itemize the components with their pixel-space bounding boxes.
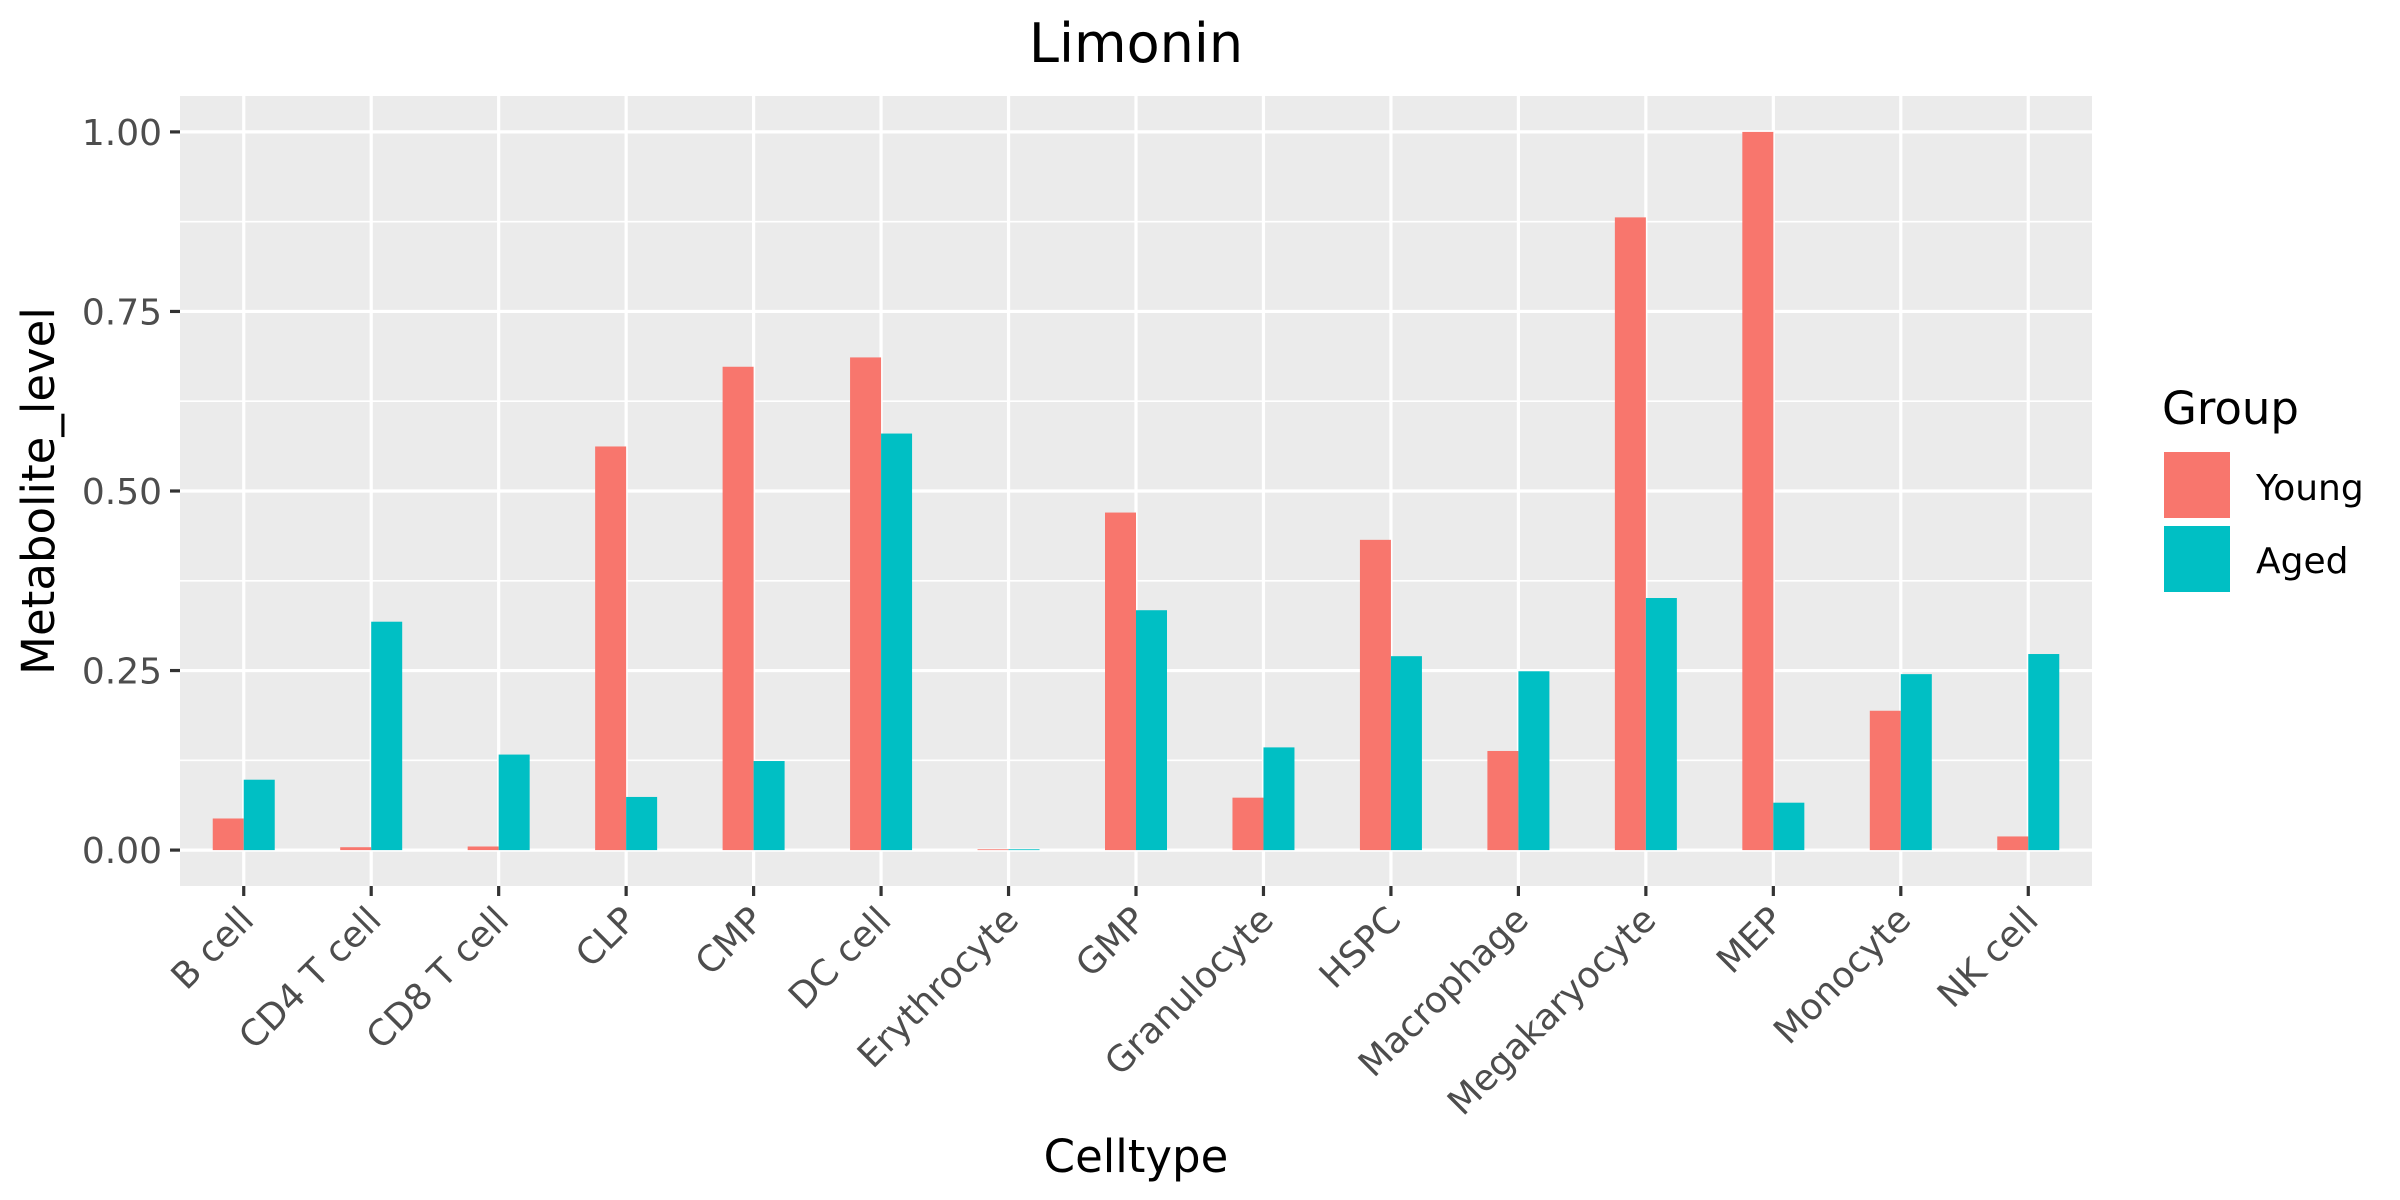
bar-young-cd4-t-cell	[340, 847, 372, 851]
y-tick-label: 0.75	[82, 292, 162, 333]
bar-aged-megakaryocyte	[1645, 598, 1677, 851]
bar-young-cd8-t-cell	[467, 846, 499, 851]
y-tick-label: 1.00	[82, 113, 162, 154]
bar-aged-macrophage	[1518, 671, 1550, 851]
bar-young-megakaryocyte	[1614, 217, 1646, 851]
x-tick-label: GMP	[1068, 899, 1154, 985]
y-tick-label: 0.50	[82, 472, 162, 513]
bars	[212, 131, 2060, 851]
bar-young-nk-cell	[1997, 836, 2029, 851]
bar-young-dc-cell	[850, 357, 882, 851]
bar-young-monocyte	[1869, 710, 1901, 851]
legend-label-young: Young	[2255, 468, 2364, 509]
bar-aged-granulocyte	[1263, 747, 1295, 851]
legend-label-aged: Aged	[2256, 541, 2348, 582]
x-tick-label: B cell	[164, 899, 262, 997]
bar-aged-gmp	[1136, 610, 1167, 851]
chart-title: Limonin	[1029, 12, 1243, 75]
legend-key-aged	[2164, 526, 2230, 592]
legend-key-young	[2164, 452, 2230, 518]
bar-aged-hspc	[1390, 656, 1422, 851]
legend-title: Group	[2162, 382, 2299, 435]
y-axis: 0.00 0.25 0.50 0.75 1.00	[82, 113, 180, 872]
bar-young-mep	[1742, 131, 1774, 851]
bar-aged-mep	[1773, 802, 1805, 851]
bar-young-clp	[595, 446, 627, 851]
bar-aged-clp	[626, 796, 658, 851]
x-tick-label: Monocyte	[1766, 899, 1919, 1052]
bar-young-macrophage	[1487, 750, 1519, 851]
bar-aged-cmp	[753, 761, 785, 851]
bar-aged-cd8-t-cell	[498, 754, 530, 851]
y-axis-title: Metabolite_level	[12, 307, 65, 675]
bar-young-granulocyte	[1232, 797, 1264, 851]
bar-young-hspc	[1359, 539, 1391, 851]
bar-aged-erythrocyte	[1008, 849, 1040, 851]
x-tick-label: MEP	[1709, 899, 1791, 981]
bar-aged-monocyte	[1900, 674, 1932, 851]
bar-aged-nk-cell	[2028, 654, 2060, 851]
bar-aged-b-cell	[243, 779, 275, 851]
x-tick-label: NK cell	[1930, 899, 2047, 1016]
legend: Group Young Aged	[2162, 382, 2364, 592]
x-tick-label: HSPC	[1312, 899, 1409, 996]
bar-young-erythrocyte	[977, 849, 1009, 851]
x-tick-label: DC cell	[781, 899, 899, 1017]
bar-young-gmp	[1105, 512, 1136, 851]
y-tick-label: 0.25	[82, 652, 162, 693]
x-axis-title: Celltype	[1044, 1130, 1229, 1183]
bar-aged-dc-cell	[881, 433, 913, 851]
x-tick-label: CMP	[688, 899, 772, 983]
y-tick-label: 0.00	[82, 831, 162, 872]
bar-young-cmp	[722, 366, 754, 851]
bar-aged-cd4-t-cell	[371, 621, 403, 851]
bar-young-b-cell	[212, 818, 244, 851]
x-tick-label: CLP	[568, 899, 644, 975]
